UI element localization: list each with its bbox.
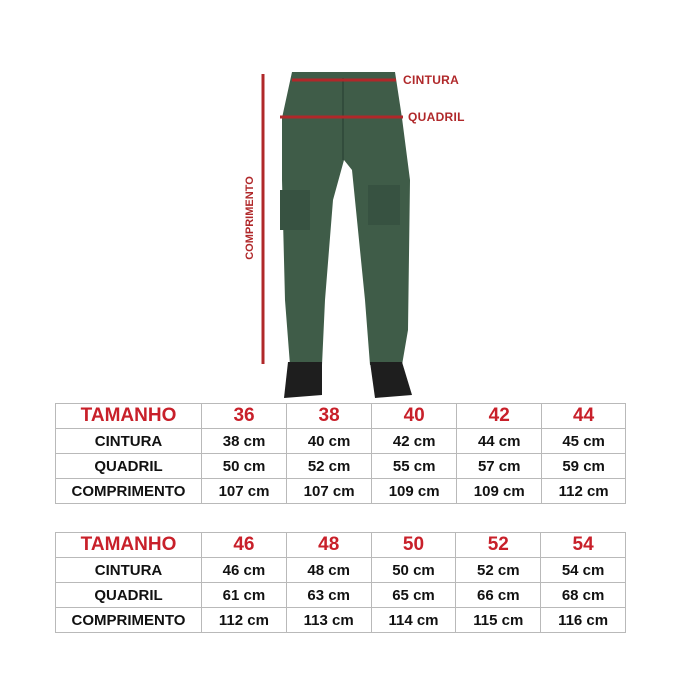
header-cell: TAMANHO (55, 532, 202, 558)
table-row: COMPRIMENTO 112 cm 113 cm 114 cm 115 cm … (55, 607, 626, 633)
table-row: QUADRIL 61 cm 63 cm 65 cm 66 cm 68 cm (55, 582, 626, 608)
header-cell: TAMANHO (55, 403, 202, 429)
table-cell: 50 cm (200, 453, 288, 479)
table-cell: 65 cm (370, 582, 457, 608)
table-cell: 50 cm (370, 557, 457, 583)
table-cell: 40 cm (286, 428, 373, 454)
table-cell: 52 cm (286, 453, 373, 479)
table-header-row: TAMANHO 46 48 50 52 54 (55, 532, 626, 558)
table-cell: 59 cm (541, 453, 626, 479)
table-cell: 66 cm (455, 582, 542, 608)
table-cell: 45 cm (541, 428, 626, 454)
table-cell: 38 cm (200, 428, 288, 454)
table-cell: 42 cm (371, 428, 458, 454)
table-cell: 109 cm (371, 478, 458, 504)
table-row: CINTURA 46 cm 48 cm 50 cm 52 cm 54 cm (55, 557, 626, 583)
header-cell: 46 (201, 532, 287, 558)
table-cell: 44 cm (456, 428, 543, 454)
size-table-2: TAMANHO 46 48 50 52 54 CINTURA 46 cm 48 … (55, 532, 626, 633)
shoes (284, 362, 412, 398)
row-label: CINTURA (55, 428, 202, 454)
table-cell: 113 cm (285, 607, 372, 633)
table-cell: 55 cm (371, 453, 458, 479)
pants (280, 72, 410, 365)
table-cell: 54 cm (540, 557, 626, 583)
table-cell: 52 cm (455, 557, 542, 583)
table-cell: 112 cm (201, 607, 287, 633)
header-cell: 38 (286, 403, 373, 429)
table-cell: 48 cm (285, 557, 372, 583)
table-header-row: TAMANHO 36 38 40 42 44 (55, 403, 626, 429)
table-cell: 107 cm (286, 478, 373, 504)
row-label: QUADRIL (55, 582, 202, 608)
table-cell: 63 cm (285, 582, 372, 608)
header-cell: 36 (200, 403, 288, 429)
header-cell: 48 (285, 532, 372, 558)
waist-label: CINTURA (403, 73, 460, 87)
table-cell: 61 cm (201, 582, 287, 608)
table-cell: 57 cm (456, 453, 543, 479)
table-cell: 115 cm (455, 607, 542, 633)
row-label: COMPRIMENTO (55, 478, 202, 504)
pants-illustration (261, 72, 412, 398)
table-row: COMPRIMENTO 107 cm 107 cm 109 cm 109 cm … (55, 478, 626, 504)
row-label: COMPRIMENTO (55, 607, 202, 633)
row-label: QUADRIL (55, 453, 202, 479)
table-cell: 116 cm (540, 607, 626, 633)
table-cell: 68 cm (540, 582, 626, 608)
table-cell: 114 cm (370, 607, 457, 633)
table-row: QUADRIL 50 cm 52 cm 55 cm 57 cm 59 cm (55, 453, 626, 479)
table-cell: 46 cm (201, 557, 287, 583)
hip-label: QUADRIL (408, 110, 465, 124)
pants-measurement-figure: CINTURA QUADRIL COMPRIMENTO (244, 72, 465, 398)
table-cell: 112 cm (541, 478, 626, 504)
table-cell: 107 cm (200, 478, 288, 504)
length-label: COMPRIMENTO (244, 176, 256, 260)
header-cell: 52 (455, 532, 542, 558)
header-cell: 44 (541, 403, 626, 429)
header-cell: 54 (540, 532, 626, 558)
header-cell: 50 (370, 532, 457, 558)
header-cell: 40 (371, 403, 458, 429)
size-table-1: TAMANHO 36 38 40 42 44 CINTURA 38 cm 40 … (55, 403, 626, 504)
row-label: CINTURA (55, 557, 202, 583)
table-row: CINTURA 38 cm 40 cm 42 cm 44 cm 45 cm (55, 428, 626, 454)
table-cell: 109 cm (456, 478, 543, 504)
header-cell: 42 (456, 403, 543, 429)
